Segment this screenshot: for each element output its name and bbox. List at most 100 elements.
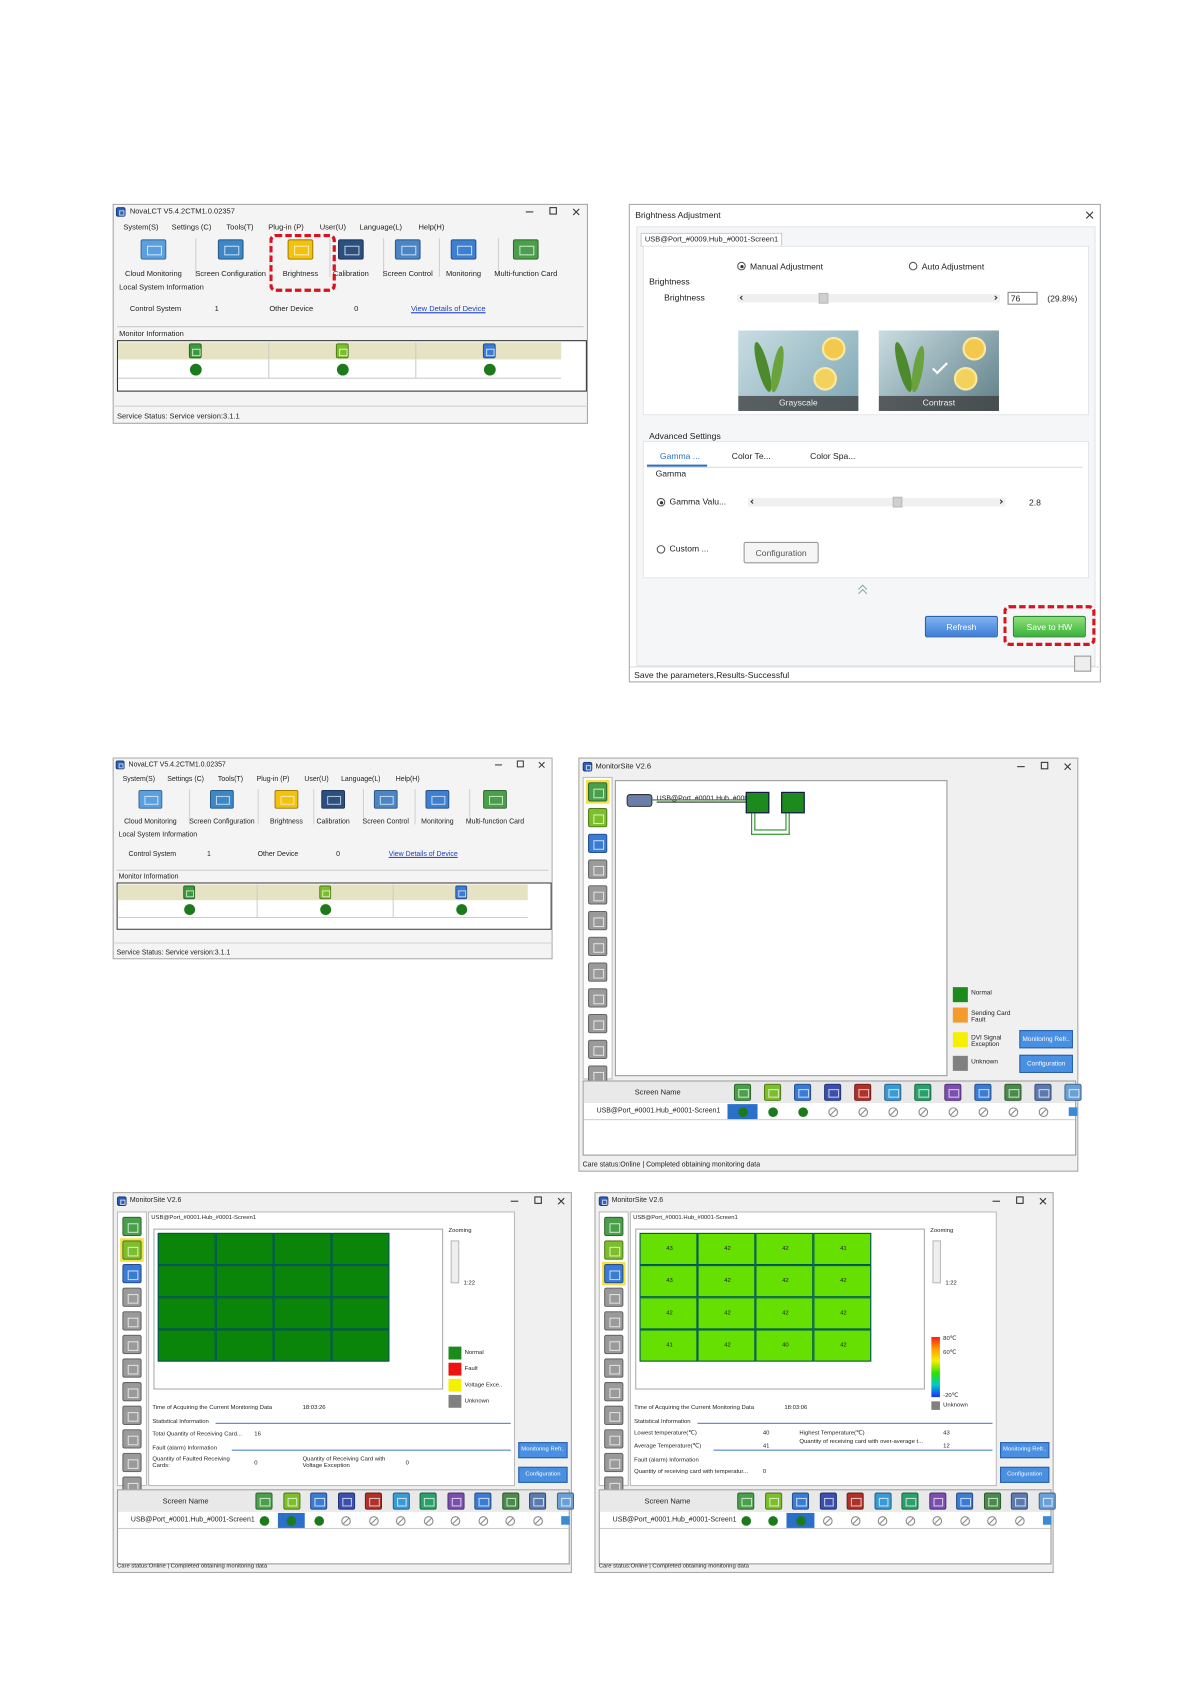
- menu-item[interactable]: Tools(T): [226, 224, 254, 232]
- settings-tab[interactable]: Color Te...: [731, 451, 771, 462]
- slider-track[interactable]: [747, 497, 1006, 507]
- toolbar-label[interactable]: Monitoring: [445, 270, 482, 278]
- radio[interactable]: [737, 261, 746, 271]
- toolbar-label[interactable]: Screen Control: [382, 270, 433, 278]
- color-scale: [931, 1336, 940, 1398]
- sidebar-icon: [604, 1358, 624, 1378]
- toolbar-label[interactable]: Brightness: [270, 818, 303, 826]
- button[interactable]: Configuration: [1000, 1466, 1050, 1483]
- close-button[interactable]: [1039, 1196, 1048, 1205]
- menu-item[interactable]: Settings (C): [167, 776, 204, 784]
- button[interactable]: Save to HW: [1012, 615, 1086, 638]
- receiving-card: 42: [697, 1297, 756, 1330]
- button[interactable]: Configuration: [743, 541, 819, 564]
- brightness-input[interactable]: 76: [1007, 291, 1038, 305]
- radio[interactable]: [656, 545, 666, 554]
- icon-detail: [601, 1199, 608, 1205]
- monitor-icon: [335, 343, 349, 359]
- icon-detail: [592, 865, 605, 876]
- menu-item[interactable]: Tools(T): [217, 776, 244, 784]
- column-icon: [901, 1492, 919, 1510]
- radio-label[interactable]: Manual Adjustment: [750, 261, 824, 272]
- maximize-button[interactable]: [1040, 761, 1049, 770]
- toolbar-label[interactable]: Monitoring: [421, 818, 454, 826]
- icon-detail: [488, 795, 504, 806]
- button[interactable]: Configuration: [1019, 1054, 1073, 1073]
- slider-thumb[interactable]: [892, 496, 903, 508]
- menu-item[interactable]: Plug-in (P): [268, 224, 304, 232]
- radio[interactable]: [908, 261, 918, 271]
- minimize-button[interactable]: [992, 1200, 1001, 1202]
- toolbar-label[interactable]: Screen Configuration: [195, 270, 266, 278]
- toolbar-label[interactable]: Screen Configuration: [189, 818, 255, 826]
- settings-tab[interactable]: Gamma ...: [659, 451, 700, 462]
- close-button[interactable]: [1063, 762, 1072, 771]
- minimize-button[interactable]: [510, 1200, 519, 1202]
- legend-label: DVI Signal Exception: [971, 1035, 1002, 1049]
- screen-tab[interactable]: USB@Port_#0001.Hub_#0001-Screen1: [151, 1214, 257, 1222]
- sidebar-icon: [122, 1429, 142, 1449]
- value: 0: [336, 851, 340, 858]
- icon-detail: [458, 889, 466, 897]
- menu-item[interactable]: Plug-in (P): [256, 776, 290, 784]
- toolbar-label[interactable]: Calibration: [332, 270, 369, 278]
- toolbar-label[interactable]: Multi-function Card: [494, 270, 558, 278]
- button[interactable]: Monitoring Refr..: [1019, 1030, 1073, 1049]
- toolbar-label[interactable]: Cloud Monitoring: [125, 270, 182, 278]
- minimize-button[interactable]: [494, 764, 502, 766]
- preview-image[interactable]: Contrast: [878, 330, 999, 411]
- toolbar-separator: [497, 238, 499, 277]
- menu-item[interactable]: User(U): [304, 776, 329, 784]
- settings-tab[interactable]: Color Spa...: [810, 451, 856, 462]
- menu-item[interactable]: Help(H): [418, 224, 445, 232]
- zoom-slider[interactable]: [450, 1240, 460, 1284]
- column-icon: [1064, 1083, 1082, 1101]
- radio-label[interactable]: Gamma Valu...: [669, 496, 727, 507]
- toolbar-label[interactable]: Calibration: [316, 818, 350, 826]
- slider-thumb[interactable]: [818, 292, 829, 304]
- toolbar-label[interactable]: Screen Control: [362, 818, 409, 826]
- menu-item[interactable]: Language(L): [341, 776, 381, 784]
- radio-label[interactable]: Custom ...: [669, 544, 709, 554]
- button[interactable]: Refresh: [924, 615, 998, 638]
- zoom-slider[interactable]: [932, 1240, 942, 1284]
- preview-image[interactable]: Grayscale: [738, 330, 859, 411]
- menu-item[interactable]: System(S): [122, 776, 156, 784]
- menu-item[interactable]: System(S): [123, 224, 159, 232]
- gamma-value: 2.8: [1029, 497, 1041, 508]
- legend-swatch: [931, 1401, 940, 1410]
- button[interactable]: Configuration: [518, 1466, 568, 1483]
- minimize-button[interactable]: [525, 211, 534, 213]
- menu-item[interactable]: Language(L): [359, 224, 403, 232]
- status-slash: [1016, 1517, 1023, 1525]
- menu-item[interactable]: Settings (C): [171, 224, 212, 232]
- minimize-button[interactable]: [1017, 766, 1025, 768]
- toolbar-label[interactable]: Multi-function Card: [465, 818, 525, 826]
- close-button[interactable]: [538, 760, 546, 768]
- menu-item[interactable]: Help(H): [395, 776, 420, 784]
- toolbar-label[interactable]: Cloud Monitoring: [124, 818, 177, 826]
- expand-button[interactable]: [1074, 655, 1092, 672]
- screen-tab[interactable]: USB@Port_#0009.Hub_#0001-Screen1: [640, 232, 783, 247]
- close-button[interactable]: [557, 1196, 566, 1205]
- button[interactable]: Monitoring Refr..: [518, 1442, 568, 1459]
- close-button[interactable]: [572, 207, 581, 216]
- toolbar-label[interactable]: Brightness: [282, 270, 319, 278]
- radio-label[interactable]: Auto Adjustment: [921, 261, 985, 272]
- maximize-button[interactable]: [549, 207, 557, 215]
- close-button[interactable]: [1085, 210, 1095, 220]
- link[interactable]: View Details of Device: [410, 305, 486, 314]
- screen-tab[interactable]: USB@Port_#0001.Hub_#0001-Screen1: [633, 1214, 738, 1222]
- slider-track[interactable]: [737, 294, 1001, 303]
- info-text: 12: [943, 1443, 950, 1450]
- maximize-button[interactable]: [534, 1196, 542, 1204]
- icon-detail: [224, 245, 240, 256]
- maximize-button[interactable]: [516, 760, 524, 768]
- image-label: Grayscale: [778, 398, 818, 408]
- maximize-button[interactable]: [1016, 1196, 1024, 1204]
- receiving-card: 41: [813, 1232, 872, 1266]
- menu-item[interactable]: User(U): [319, 224, 347, 232]
- button[interactable]: Monitoring Refr..: [1000, 1442, 1050, 1459]
- link[interactable]: View Details of Device: [388, 851, 458, 858]
- radio[interactable]: [656, 497, 666, 507]
